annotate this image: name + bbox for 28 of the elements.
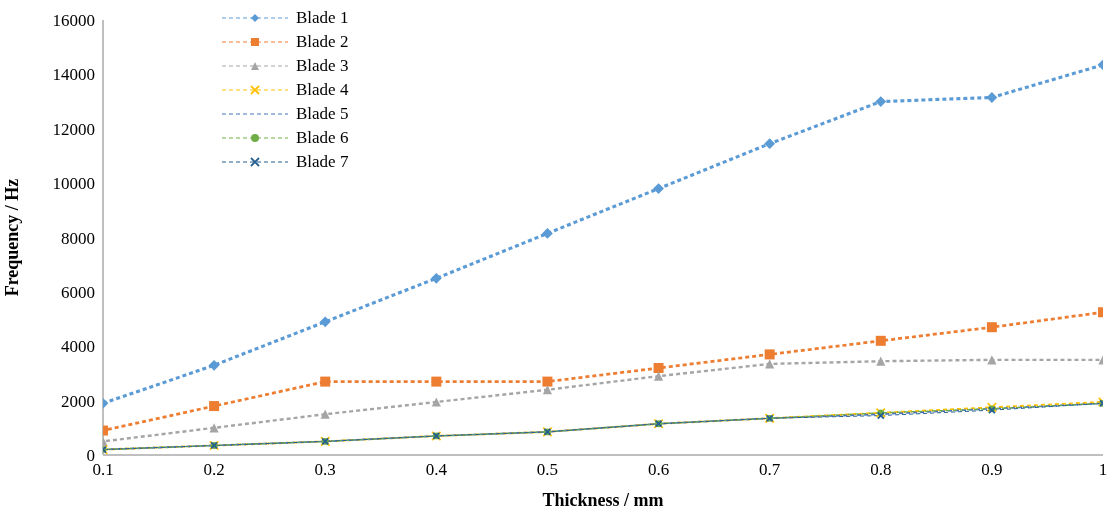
y-tick-label: 16000 (52, 11, 95, 31)
y-tick-label: 12000 (52, 119, 95, 139)
x-axis-title: Thickness / mm (542, 490, 664, 510)
x-tick-label: 0.2 (203, 460, 225, 480)
legend-label: Blade 5 (296, 102, 349, 126)
legend-label: Blade 4 (296, 78, 349, 102)
x-tick-label: 0.9 (981, 460, 1003, 480)
y-tick-label: 4000 (61, 337, 95, 357)
x-tick-label: 0.6 (647, 460, 670, 480)
legend-label: Blade 2 (296, 30, 349, 54)
x-tick-label: 0.4 (425, 460, 448, 480)
x-tick-label: 0.5 (536, 460, 559, 480)
y-tick-label: 8000 (61, 228, 95, 248)
y-tick-label: 14000 (52, 65, 95, 85)
x-tick-label: 0.8 (870, 460, 892, 480)
legend-label: Blade 3 (296, 54, 349, 78)
y-tick-label: 0 (86, 446, 95, 466)
y-tick-label: 2000 (61, 391, 95, 411)
x-tick-label: 1 (1098, 460, 1108, 480)
y-tick-label: 6000 (61, 282, 95, 302)
x-tick-label: 0.7 (759, 460, 781, 480)
legend-label: Blade 6 (296, 126, 349, 150)
x-tick-label: 0.3 (314, 460, 336, 480)
legend-label: Blade 1 (296, 6, 349, 30)
x-tick-label: 0.1 (92, 460, 114, 480)
y-axis-title: Frequency / Hz (2, 178, 23, 297)
y-tick-label: 10000 (52, 174, 95, 194)
legend-label: Blade 7 (296, 150, 349, 174)
